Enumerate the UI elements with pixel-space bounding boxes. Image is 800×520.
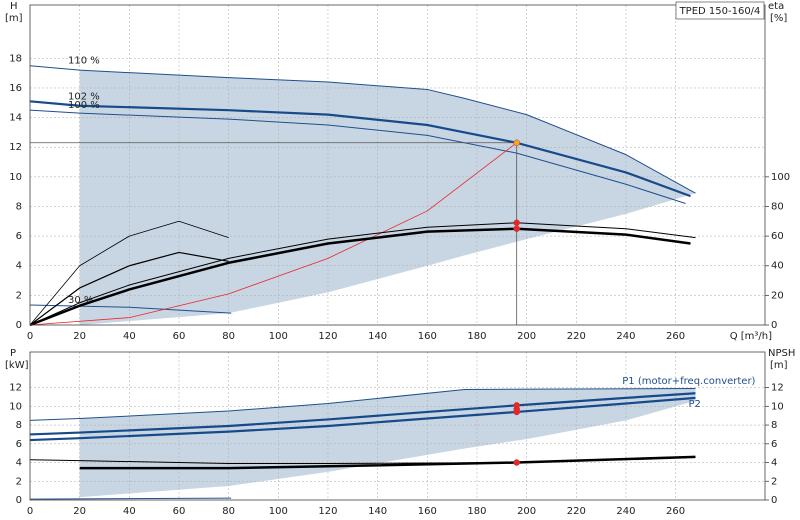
x-tick-label: 240 — [616, 331, 635, 342]
y2-tick-label: 80 — [771, 201, 784, 212]
y-axis-label: H — [10, 1, 18, 12]
curve — [29, 142, 517, 326]
x-tick-label: 80 — [222, 331, 235, 342]
x-tick-label: 180 — [467, 506, 486, 517]
x-tick-label: 140 — [368, 506, 387, 517]
chart-title: TPED 150-160/4 — [679, 6, 761, 17]
x-tick-label: 140 — [368, 331, 387, 342]
y2-axis-label: NPSH — [768, 348, 795, 359]
curve — [29, 388, 696, 421]
duty-point — [513, 219, 520, 227]
x-tick-label: 160 — [418, 331, 437, 342]
y2-tick-label: 40 — [771, 261, 784, 272]
x-tick-label: 60 — [173, 506, 186, 517]
y2-tick-label: 0 — [771, 495, 777, 506]
y-axis-unit: [kW] — [5, 360, 29, 371]
x-tick-label: 220 — [567, 506, 586, 517]
curve — [29, 392, 696, 436]
y-tick-label: 2 — [16, 476, 22, 487]
curve — [29, 396, 696, 442]
x-tick-label: 120 — [318, 331, 337, 342]
x-tick-label: 0 — [27, 506, 33, 517]
x-tick-label: 260 — [666, 506, 685, 517]
curve — [29, 497, 232, 500]
x-tick-label: 200 — [517, 506, 536, 517]
plot-frame — [29, 351, 766, 501]
curve — [29, 109, 686, 204]
curve-label: 110 % — [68, 56, 100, 67]
x-tick-label: 100 — [269, 506, 288, 517]
x-tick-label: 40 — [123, 331, 136, 342]
y-tick-label: 18 — [9, 53, 22, 64]
x-tick-label: 240 — [616, 506, 635, 517]
y-tick-label: 4 — [16, 458, 22, 469]
curve-label: P1 (motor+freq.converter) — [622, 376, 755, 387]
y2-tick-label: 60 — [771, 231, 784, 242]
x-tick-label: 100 — [269, 331, 288, 342]
title-box — [675, 1, 765, 20]
curve-label: 30 % — [68, 295, 93, 306]
y2-tick-label: 20 — [771, 290, 784, 301]
curve — [29, 220, 229, 326]
x-tick-label: 60 — [173, 331, 186, 342]
y-tick-label: 0 — [16, 495, 22, 506]
x-tick-label: 180 — [467, 331, 486, 342]
duty-point — [513, 225, 520, 232]
curve-label: P2 — [688, 399, 700, 410]
curve — [29, 222, 696, 326]
y2-tick-label: 8 — [771, 420, 777, 431]
y2-tick-label: 100 — [771, 172, 790, 183]
y-tick-label: 10 — [9, 172, 22, 183]
curve — [29, 251, 229, 326]
y-tick-label: 4 — [16, 261, 22, 272]
y2-tick-label: 12 — [771, 383, 784, 394]
curve — [29, 304, 232, 314]
y-tick-label: 2 — [16, 290, 22, 301]
y-axis-label: P — [10, 348, 16, 359]
y-tick-label: 16 — [9, 83, 22, 94]
y-tick-label: 12 — [9, 383, 22, 394]
duty-point — [513, 139, 520, 147]
x-tick-label: 220 — [567, 331, 586, 342]
y2-tick-label: 0 — [771, 320, 777, 331]
duty-point — [513, 408, 520, 416]
y-tick-label: 10 — [9, 401, 22, 412]
x-tick-label: 260 — [666, 331, 685, 342]
y2-axis-unit: [%] — [770, 13, 787, 24]
duty-point — [513, 459, 520, 466]
y-tick-label: 14 — [9, 113, 22, 124]
y-tick-label: 8 — [16, 420, 22, 431]
y2-tick-label: 4 — [771, 458, 777, 469]
curve — [29, 227, 691, 327]
y-tick-label: 6 — [16, 231, 22, 242]
curve-label: 102 % — [68, 91, 100, 102]
x-tick-label: 20 — [73, 506, 86, 517]
y-tick-label: 12 — [9, 142, 22, 153]
operating-area — [79, 388, 696, 498]
y2-axis-label: eta — [768, 1, 784, 12]
y2-tick-label: 2 — [771, 476, 777, 487]
y2-axis-unit: [m] — [770, 360, 788, 371]
y-axis-unit: [m] — [5, 13, 23, 24]
y-tick-label: 0 — [16, 320, 22, 331]
x-tick-label: 120 — [318, 506, 337, 517]
plot-frame — [29, 4, 766, 326]
curve — [79, 455, 696, 470]
x-axis-label: Q [m³/h] — [730, 331, 772, 342]
x-tick-label: 80 — [222, 506, 235, 517]
curve — [29, 100, 691, 198]
x-tick-label: 20 — [73, 331, 86, 342]
curve-label: 100 % — [68, 100, 100, 111]
x-tick-label: 0 — [27, 331, 33, 342]
x-tick-label: 160 — [418, 506, 437, 517]
x-tick-label: 40 — [123, 506, 136, 517]
x-tick-label: 200 — [517, 331, 536, 342]
curve — [29, 65, 696, 194]
y-tick-label: 8 — [16, 201, 22, 212]
y-tick-label: 6 — [16, 439, 22, 450]
y2-tick-label: 6 — [771, 439, 777, 450]
y2-tick-label: 10 — [771, 401, 784, 412]
